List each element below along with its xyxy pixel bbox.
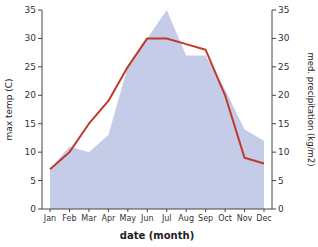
x-tick-label: May: [120, 214, 137, 223]
x-tick-label: Sep: [198, 214, 213, 223]
x-tick-label: Mar: [81, 214, 97, 223]
x-tick-label: Feb: [62, 214, 76, 223]
x-tick: [166, 209, 167, 212]
y-tick-label: 20: [25, 90, 37, 100]
y-tick: [38, 66, 42, 67]
x-tick-label: Jun: [140, 214, 154, 223]
x-tick: [147, 209, 148, 212]
y2-tick-label: 5: [278, 176, 284, 186]
x-tick-label: Dec: [256, 214, 271, 223]
x-tick: [50, 209, 51, 212]
y-tick: [38, 10, 42, 11]
x-axis-label: date (month): [120, 230, 194, 241]
y-tick-label: 30: [25, 33, 37, 43]
y2-tick: [272, 180, 276, 181]
y-tick-label: 10: [25, 147, 37, 157]
y-tick: [38, 123, 42, 124]
x-tick-label: Jul: [161, 214, 172, 223]
y2-tick-label: 35: [278, 5, 289, 15]
x-tick: [127, 209, 128, 212]
chart: 0 5 10 15 20 25 30 35 0 5 10 15 20 25 30 35 Jan Feb Mar Apr…: [0, 0, 318, 247]
y-tick-label: 35: [25, 5, 36, 15]
y-tick-label: 0: [30, 204, 36, 214]
x-tick: [186, 209, 187, 212]
y-axis-label: max temp (C): [4, 78, 14, 140]
x-axis-line: [42, 209, 272, 210]
x-tick-label: Jan: [43, 214, 56, 223]
y2-tick-label: 25: [278, 62, 289, 72]
y-tick: [38, 180, 42, 181]
plot-area: [50, 10, 264, 209]
x-tick: [244, 209, 245, 212]
x-tick-label: Oct: [218, 214, 232, 223]
y-tick: [38, 38, 42, 39]
x-tick: [205, 209, 206, 212]
precipitation-area: [50, 10, 264, 209]
y2-axis-line: [272, 10, 273, 209]
x-tick-label: Nov: [237, 214, 253, 223]
temperature-line: [50, 38, 264, 169]
y2-tick-label: 0: [278, 204, 284, 214]
x-tick: [88, 209, 89, 212]
y-tick: [38, 152, 42, 153]
y-tick: [38, 95, 42, 96]
y2-tick-label: 10: [278, 147, 290, 157]
y2-tick-label: 30: [278, 33, 290, 43]
x-tick: [69, 209, 70, 212]
y2-tick: [272, 152, 276, 153]
y2-tick: [272, 10, 276, 11]
y2-axis-label: med. precipitation (kg/m2): [306, 52, 316, 166]
y-tick-label: 15: [25, 119, 36, 129]
y-tick-label: 5: [30, 176, 36, 186]
y2-tick-label: 15: [278, 119, 289, 129]
y2-tick: [272, 209, 276, 210]
y2-tick: [272, 66, 276, 67]
y-tick: [38, 209, 42, 210]
y-tick-label: 25: [25, 62, 36, 72]
x-tick: [108, 209, 109, 212]
x-tick-label: Apr: [101, 214, 116, 223]
y-axis-line: [42, 10, 43, 209]
y2-tick: [272, 95, 276, 96]
y2-tick: [272, 123, 276, 124]
x-tick-label: Aug: [178, 214, 194, 223]
x-tick: [225, 209, 226, 212]
y2-tick: [272, 38, 276, 39]
y2-tick-label: 20: [278, 90, 290, 100]
x-tick: [264, 209, 265, 212]
